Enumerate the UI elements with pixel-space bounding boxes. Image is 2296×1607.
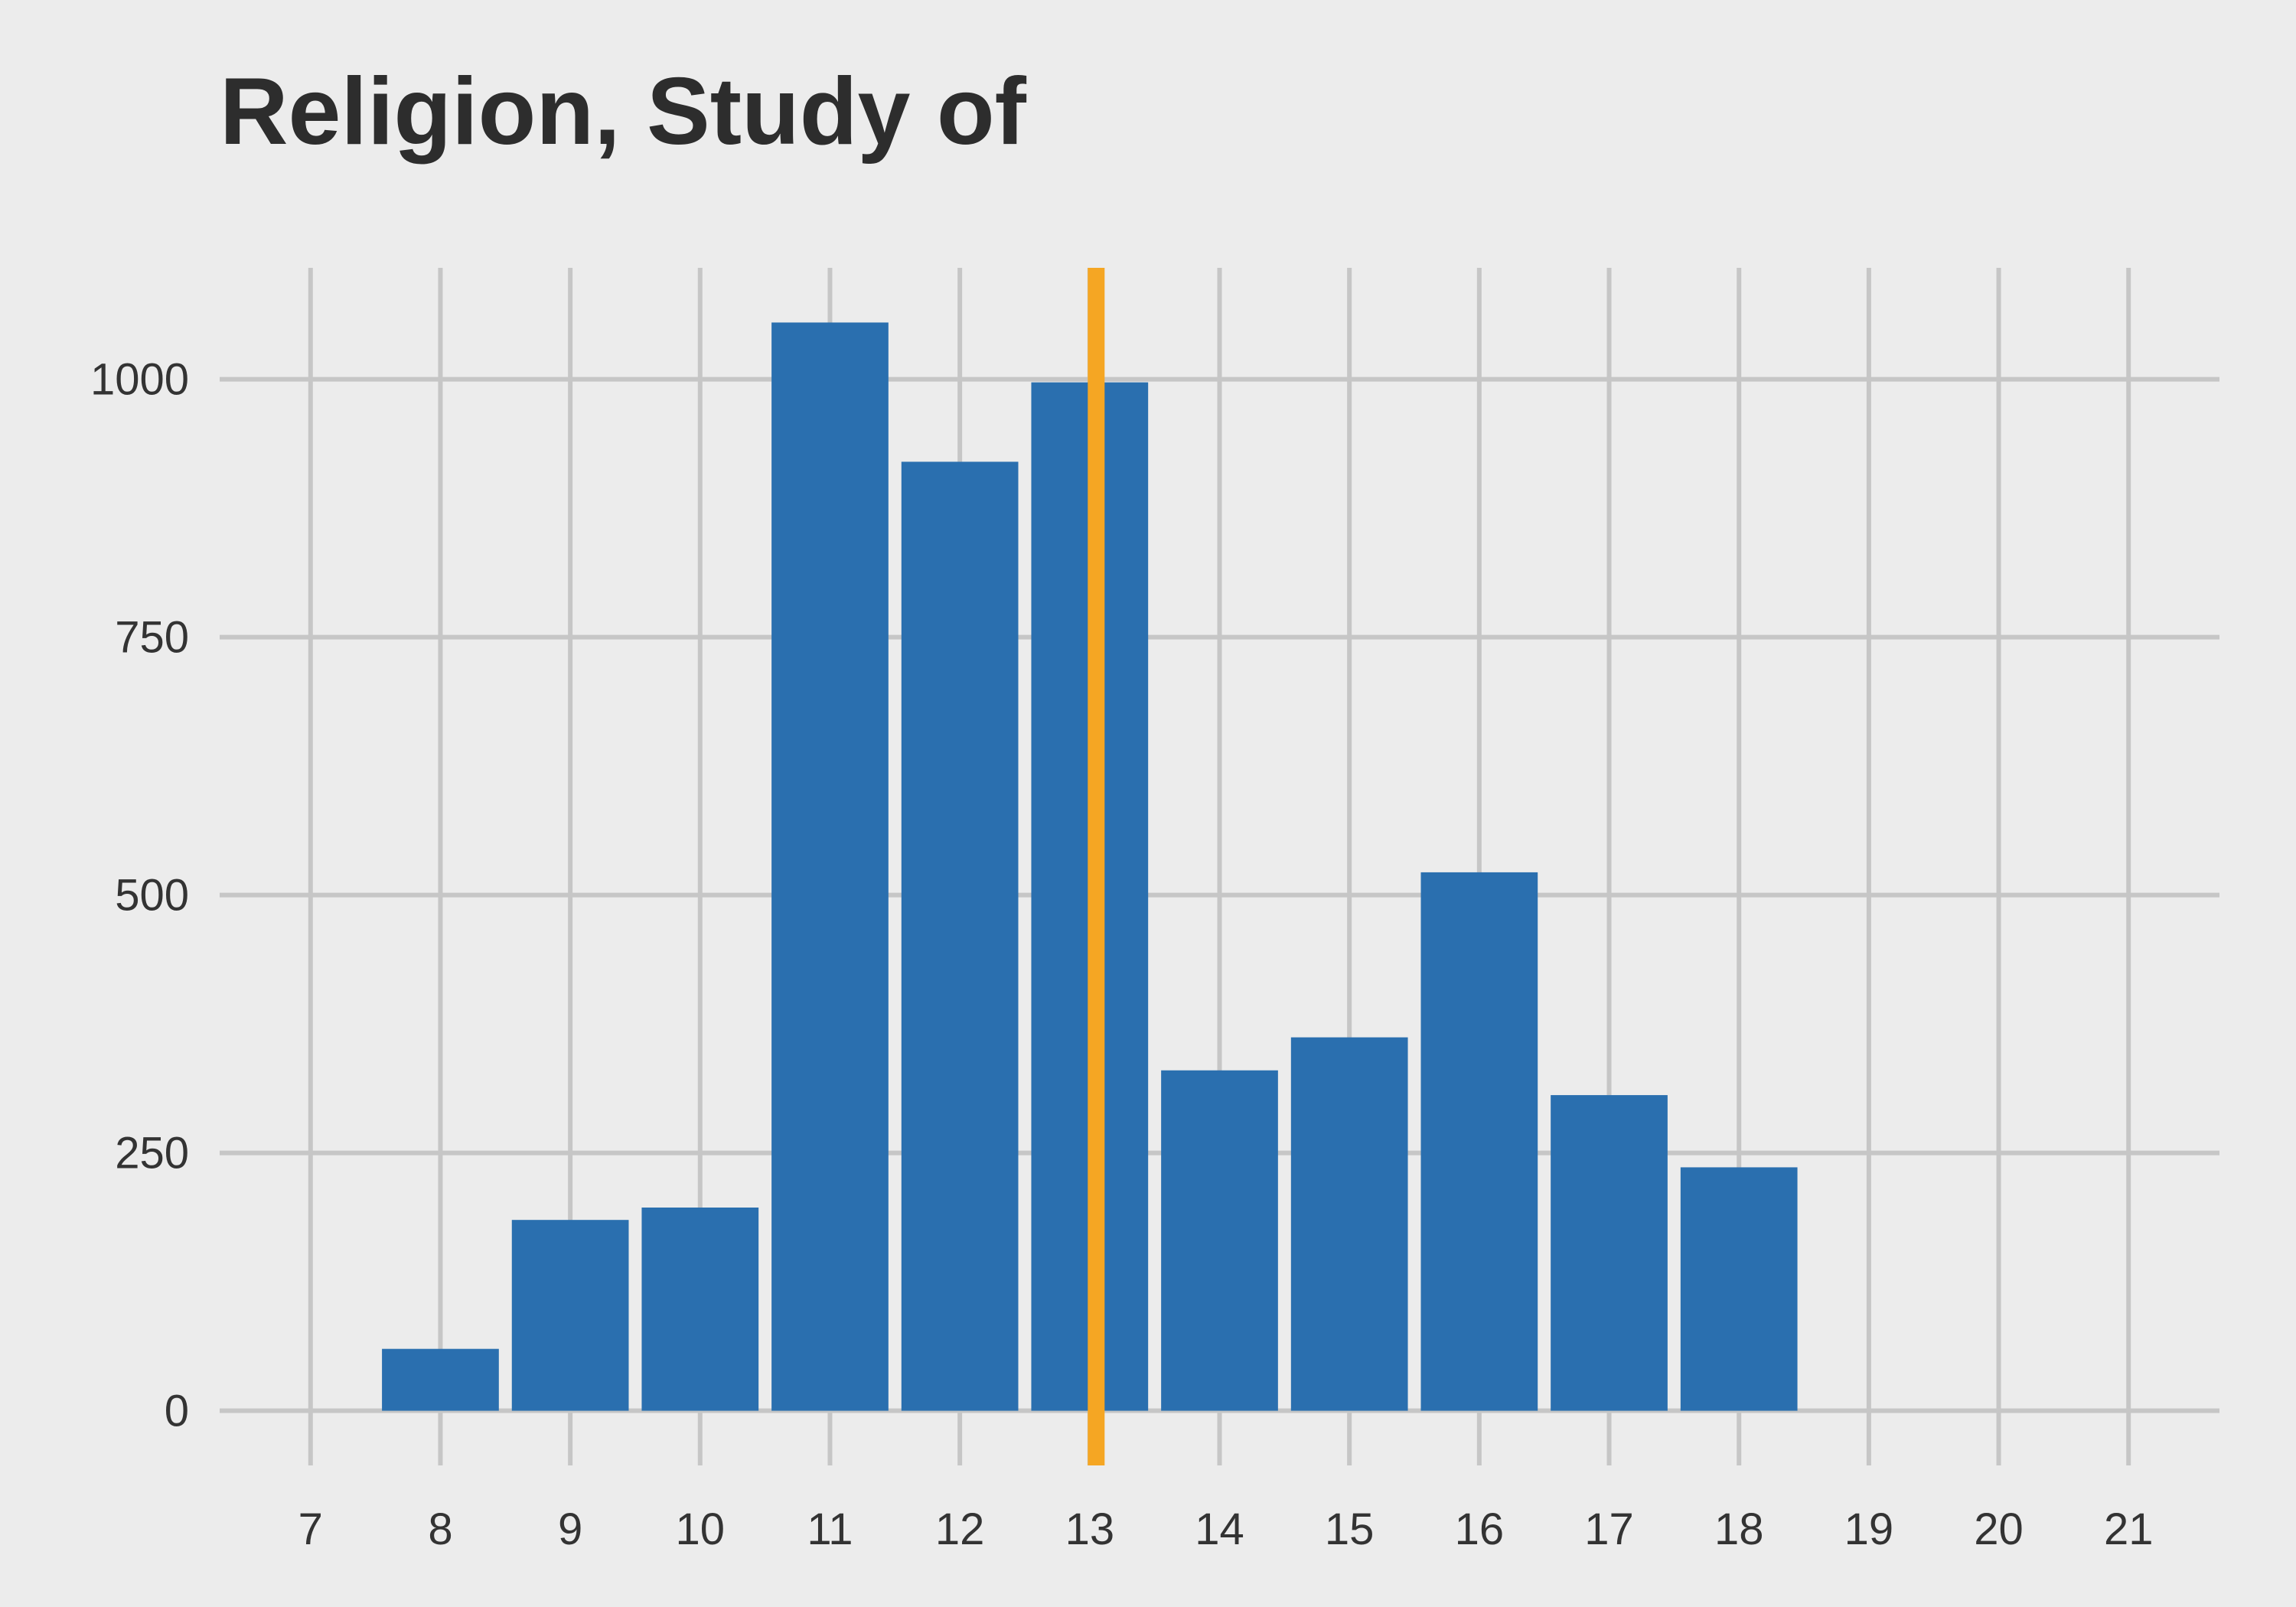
x-tick-label: 20 xyxy=(1974,1504,2024,1554)
x-tick-label: 7 xyxy=(298,1504,323,1554)
x-tick-label: 18 xyxy=(1714,1504,1764,1554)
x-tick-label: 19 xyxy=(1844,1504,1894,1554)
bar-10 xyxy=(641,1208,759,1411)
bar-14 xyxy=(1161,1070,1278,1411)
x-tick-label: 14 xyxy=(1195,1504,1244,1554)
y-tick-label: 750 xyxy=(115,613,189,663)
y-tick-label: 1000 xyxy=(90,355,189,405)
x-tick-label: 15 xyxy=(1325,1504,1375,1554)
bar-16 xyxy=(1420,872,1538,1411)
bars xyxy=(382,322,1798,1411)
bar-18 xyxy=(1680,1167,1798,1411)
bar-8 xyxy=(382,1348,499,1411)
x-tick-label: 8 xyxy=(428,1504,452,1554)
x-tick-label: 16 xyxy=(1455,1504,1505,1554)
x-tick-label: 13 xyxy=(1065,1504,1115,1554)
x-tick-label: 17 xyxy=(1584,1504,1634,1554)
chart-title: Religion, Study of xyxy=(220,59,1026,165)
x-tick-label: 11 xyxy=(807,1504,853,1554)
y-tick-label: 500 xyxy=(115,871,189,921)
y-tick-labels: 0 250 500 750 1000 xyxy=(90,355,189,1436)
bar-9 xyxy=(511,1220,629,1411)
x-tick-label: 9 xyxy=(558,1504,582,1554)
x-tick-label: 10 xyxy=(676,1504,726,1554)
x-tick-labels: 7 8 9 10 11 12 13 14 15 16 17 18 19 20 21 xyxy=(298,1504,2154,1554)
y-tick-label: 250 xyxy=(115,1129,189,1178)
y-tick-label: 0 xyxy=(165,1387,189,1436)
x-tick-label: 21 xyxy=(2104,1504,2154,1554)
bar-12 xyxy=(901,461,1019,1411)
x-tick-label: 12 xyxy=(935,1504,985,1554)
bar-11 xyxy=(771,322,889,1411)
bar-17 xyxy=(1551,1095,1668,1411)
bar-15 xyxy=(1290,1037,1408,1411)
